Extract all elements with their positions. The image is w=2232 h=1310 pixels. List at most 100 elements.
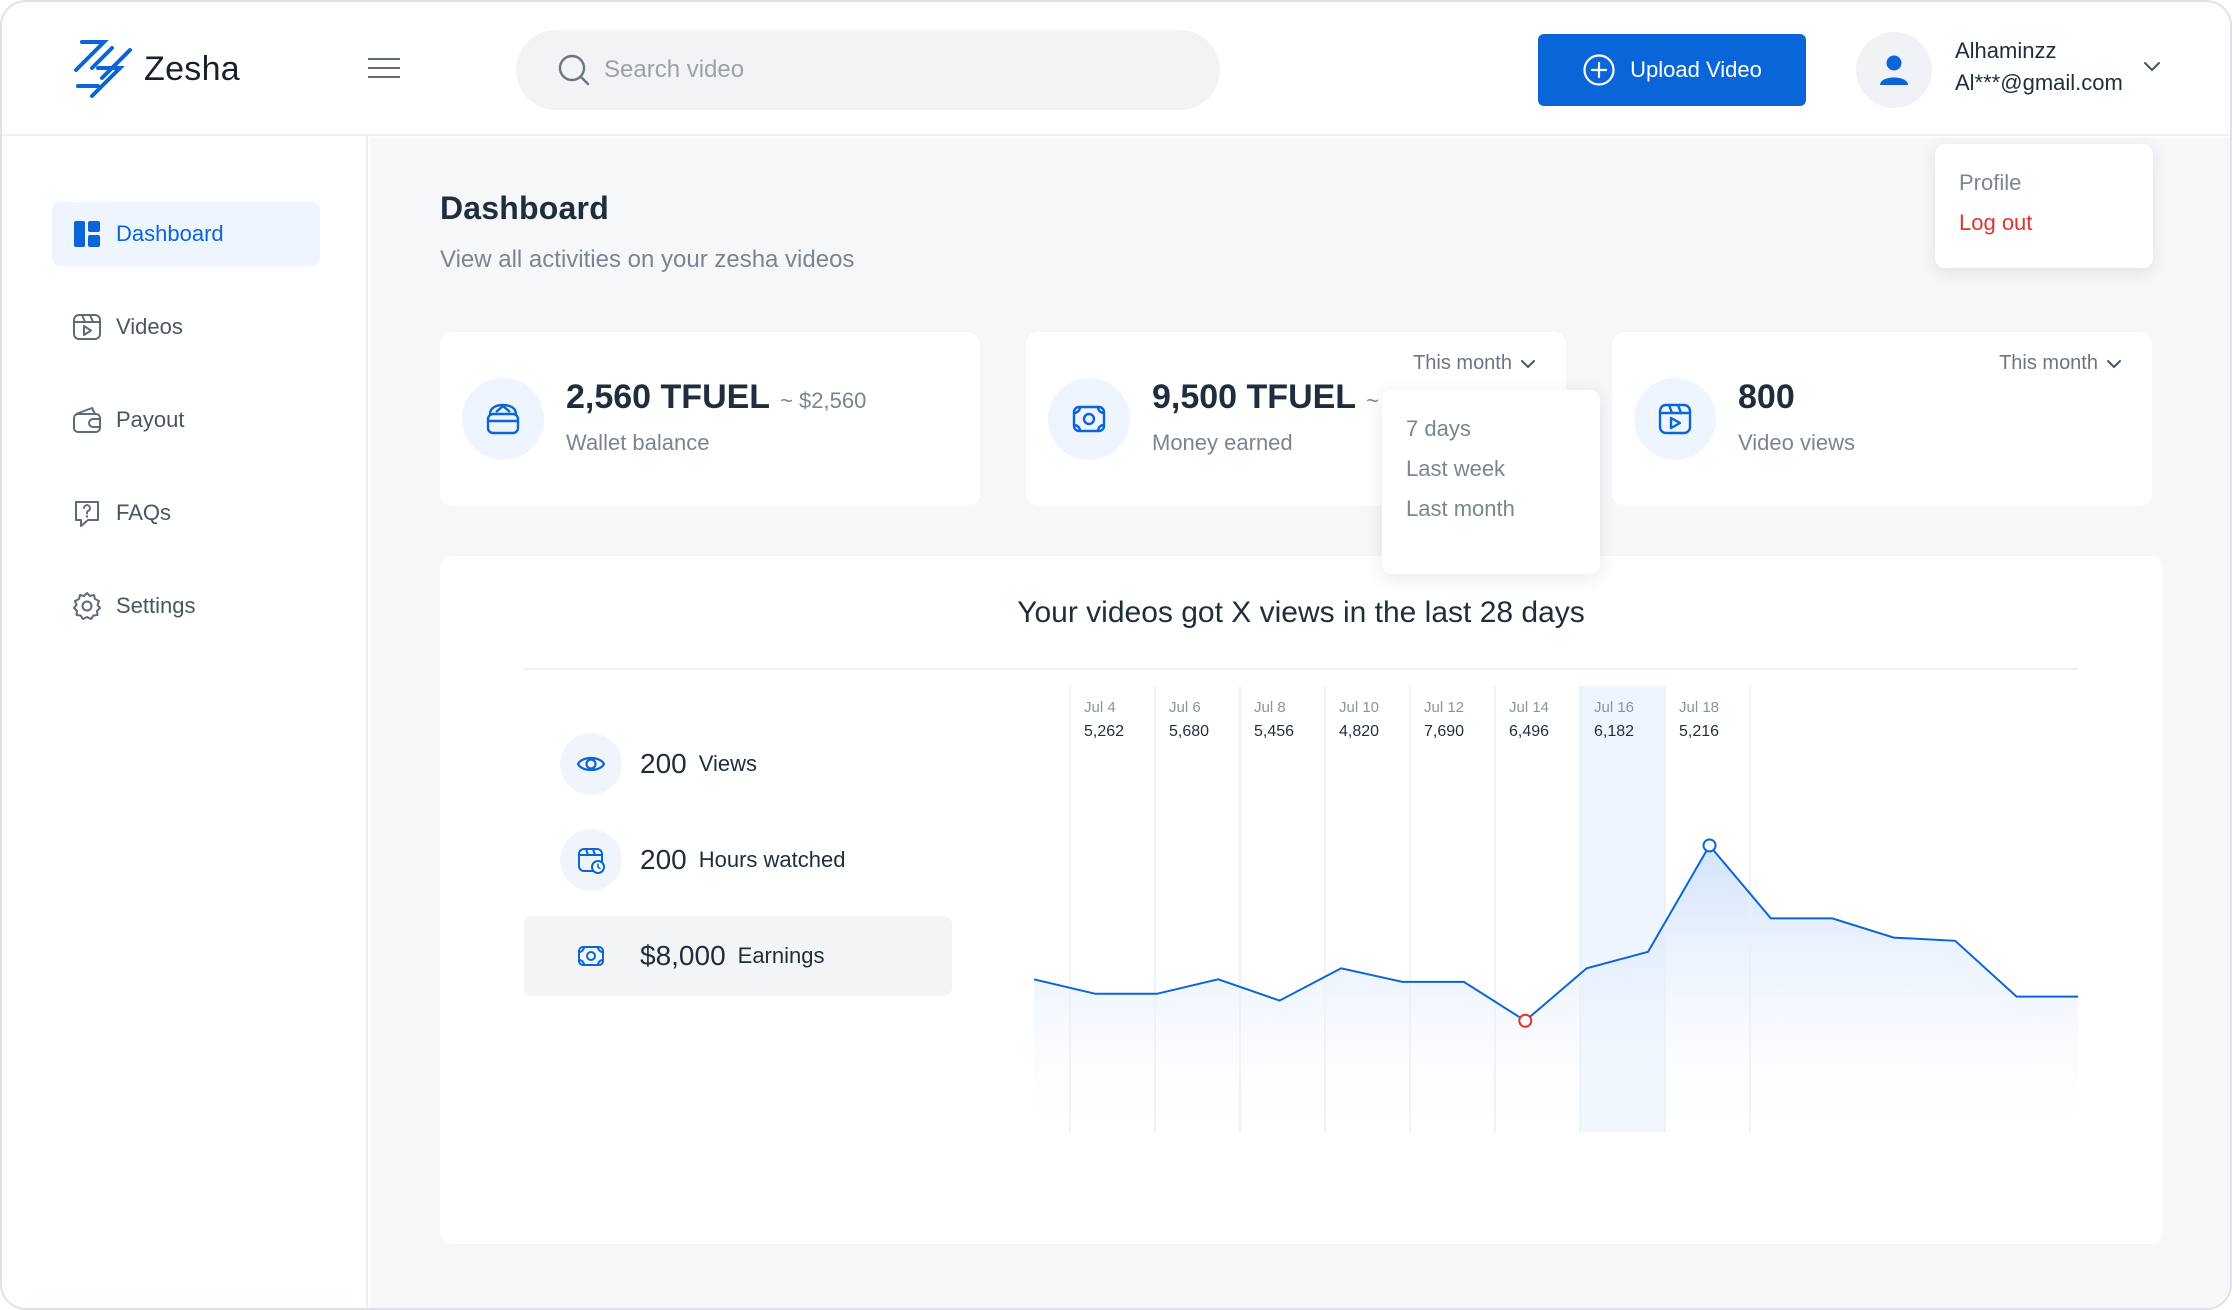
metric-earnings[interactable]: $8,000 Earnings [524,916,952,996]
period-dropdown: 7 days Last week Last month [1382,390,1600,574]
views-chart-card: Your videos got X views in the last 28 d… [440,556,2162,1244]
stat-value: 2,560 TFUEL ~ $2,560 [566,378,867,416]
data-label: 6,182 [1594,723,1634,740]
metric-icon [560,925,622,987]
logout-link[interactable]: Log out [1959,210,2033,235]
app-name: Zesha [144,49,240,88]
period-select-label: This month [1413,352,1512,374]
tick-label: Jul 10 [1339,699,1379,716]
user-icon [1880,55,1908,85]
tick-label: Jul 12 [1424,699,1464,716]
logo[interactable]: Zesha [72,38,240,100]
stat-approx: ~ $2,560 [780,388,867,413]
sidebar-item-videos[interactable]: Videos [52,295,320,359]
stat-label: Wallet balance [566,430,710,455]
divider [524,668,2078,670]
tick-label: Jul 14 [1509,699,1549,716]
period-select-label: This month [1999,352,2098,374]
stat-icon [1634,378,1716,460]
profile-link[interactable]: Profile [1959,170,2022,195]
metric-value: 200 [640,748,687,779]
dashboard-icon [74,221,100,247]
avatar[interactable] [1856,32,1932,108]
chart-line [1033,843,2078,1023]
search-icon [558,54,590,86]
stat-label: Video views [1738,430,1855,455]
sidebar-item-label: Dashboard [116,221,224,246]
data-label: 5,680 [1169,723,1209,740]
data-label: 7,690 [1424,723,1464,740]
tick-label: Jul 16 [1594,699,1634,716]
wallet-balance-card: 2,560 TFUEL ~ $2,560 Wallet balance [440,332,980,506]
money-icon [1072,405,1106,433]
metric-label: Views [698,751,758,776]
metric-value: $8,000 [640,940,726,971]
video-icon [1658,403,1692,435]
sidebar-item-payout[interactable]: Payout [52,388,320,452]
chart-area [1034,845,2078,1132]
metric-hours-watched[interactable]: 200 Hours watched [524,820,952,900]
metric-views[interactable]: 200 Views [524,724,952,804]
tick-label: Jul 8 [1254,699,1286,716]
data-label: 4,820 [1339,723,1379,740]
views-chart: Jul 4 5,262 Jul 6 5,680 Jul 8 5,456 Jul 10 4,82… [1033,686,2078,1132]
period-option-7-days[interactable]: 7 days [1406,416,1471,441]
data-label: 5,456 [1254,723,1294,740]
upload-video-button[interactable]: Upload Video [1538,34,1806,106]
stat-label: Money earned [1152,430,1293,455]
period-select[interactable]: This month [1999,352,2122,375]
period-select[interactable]: This month [1413,352,1536,375]
chevron-down-icon[interactable] [2142,60,2162,74]
metric-icon [560,829,622,891]
calendar-clock-icon [578,848,605,874]
metric-label: Earnings [737,943,825,968]
period-option-last-month[interactable]: Last month [1406,496,1515,521]
user-name: Alhaminzz [1955,38,2057,63]
chevron-down-icon [2107,359,2121,368]
stat-value: 9,500 TFUEL~ $9 [1152,378,1410,417]
tick-label: Jul 6 [1169,699,1201,716]
sidebar-item-label: Settings [116,593,196,618]
stat-value: 800 [1738,378,1795,416]
tick-label: Jul 4 [1084,699,1116,716]
gear-icon [73,592,101,620]
data-label: 5,216 [1679,723,1719,740]
profile-menu: Profile Log out [1935,144,2153,268]
hamburger-menu-icon[interactable] [368,58,400,80]
sidebar-item-label: Videos [116,314,183,339]
sidebar-item-faqs[interactable]: FAQs [52,481,320,545]
page-title: Dashboard [440,190,609,226]
chart-svg: Jul 4 5,262 Jul 6 5,680 Jul 8 5,456 Jul 10 4,82… [1033,686,2078,1132]
plus-circle-icon [1583,54,1615,86]
period-option-last-week[interactable]: Last week [1406,456,1506,481]
sidebar-item-label: FAQs [116,500,172,525]
tick-label: Jul 18 [1679,699,1719,716]
help-icon [75,501,99,527]
eye-icon [576,756,606,772]
max-point [1702,838,1717,853]
metric-label: Hours watched [698,847,846,872]
min-point [1518,1013,1533,1028]
sidebar-item-dashboard[interactable]: Dashboard [52,202,320,266]
money-icon [578,946,604,966]
sidebar-item-label: Payout [116,407,185,432]
upload-video-label: Upload Video [1630,57,1762,82]
main-content: Dashboard View all activities on your ze… [370,138,2230,1308]
chevron-down-icon [1521,359,1535,368]
video-icon [73,314,101,340]
metric-icon [560,733,622,795]
zesha-logo-icon [74,40,132,98]
chart-title: Your videos got X views in the last 28 d… [1017,596,1585,629]
data-label: 5,262 [1084,723,1124,740]
wallet-icon [73,407,101,433]
stat-icon [462,378,544,460]
wallet-icon [486,403,520,435]
video-views-card: 800 Video views This month [1612,332,2152,506]
search-bar [516,30,1220,110]
sidebar-item-settings[interactable]: Settings [52,574,320,638]
user-email: Al***@gmail.com [1955,70,2123,95]
search-input[interactable] [604,56,1164,84]
metric-value: 200 [640,844,687,875]
data-label: 6,496 [1509,723,1549,740]
